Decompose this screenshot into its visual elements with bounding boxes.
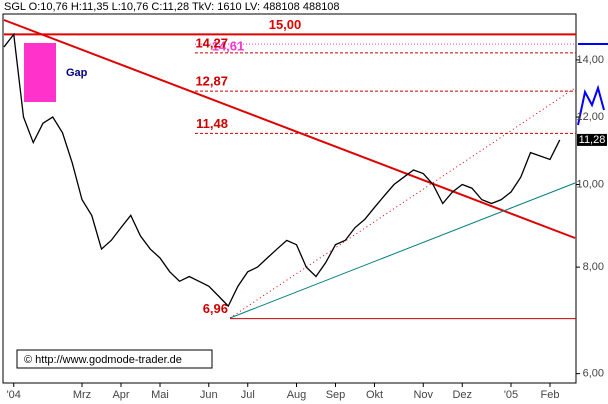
level-label: 15,00 <box>269 17 302 32</box>
level-label: 6,96 <box>203 301 228 316</box>
x-tick-label: Okt <box>366 389 383 401</box>
forecast <box>577 84 605 126</box>
uptrend <box>229 182 576 319</box>
plot-frame <box>2 13 577 384</box>
level-label: 12,87 <box>195 74 228 89</box>
y-tick-label: 10,00 <box>576 178 604 190</box>
x-tick-label: Mrz <box>73 389 91 401</box>
x-tick-label: Sep <box>326 389 346 401</box>
y-tick-label: 8,00 <box>583 261 604 273</box>
downtrend <box>3 19 576 239</box>
y-tick-label: 12,00 <box>576 111 604 123</box>
x-tick-label: Dez <box>452 389 472 401</box>
x-tick-label: Jul <box>241 389 255 401</box>
last-price-label: 11,28 <box>579 134 606 146</box>
x-tick-label: '05 <box>504 389 518 401</box>
level-label: 14,61 <box>212 39 245 54</box>
copyright: © http://www.godmode-trader.de <box>24 354 182 366</box>
gap-label: Gap <box>66 67 88 79</box>
price-line <box>3 32 561 308</box>
x-tick-label: Aug <box>287 389 307 401</box>
level-label: 11,48 <box>196 116 228 131</box>
x-tick-label: '04 <box>7 389 21 401</box>
last-price-box <box>577 133 607 146</box>
header: SGL O:10,76 H:11,35 L:10,76 C:11,28 TkV:… <box>4 1 340 13</box>
gap-box <box>24 43 56 102</box>
y-tick-label: 14,00 <box>576 54 604 66</box>
level-label: 14,27 <box>195 35 228 50</box>
x-tick-label: Mai <box>151 389 169 401</box>
copyright-box <box>16 349 213 369</box>
x-tick-label: Jun <box>200 389 218 401</box>
y-tick-label: 6,00 <box>583 368 604 380</box>
x-tick-label: Apr <box>112 389 129 401</box>
x-tick-label: Nov <box>413 389 433 401</box>
x-tick-label: Feb <box>541 389 560 401</box>
